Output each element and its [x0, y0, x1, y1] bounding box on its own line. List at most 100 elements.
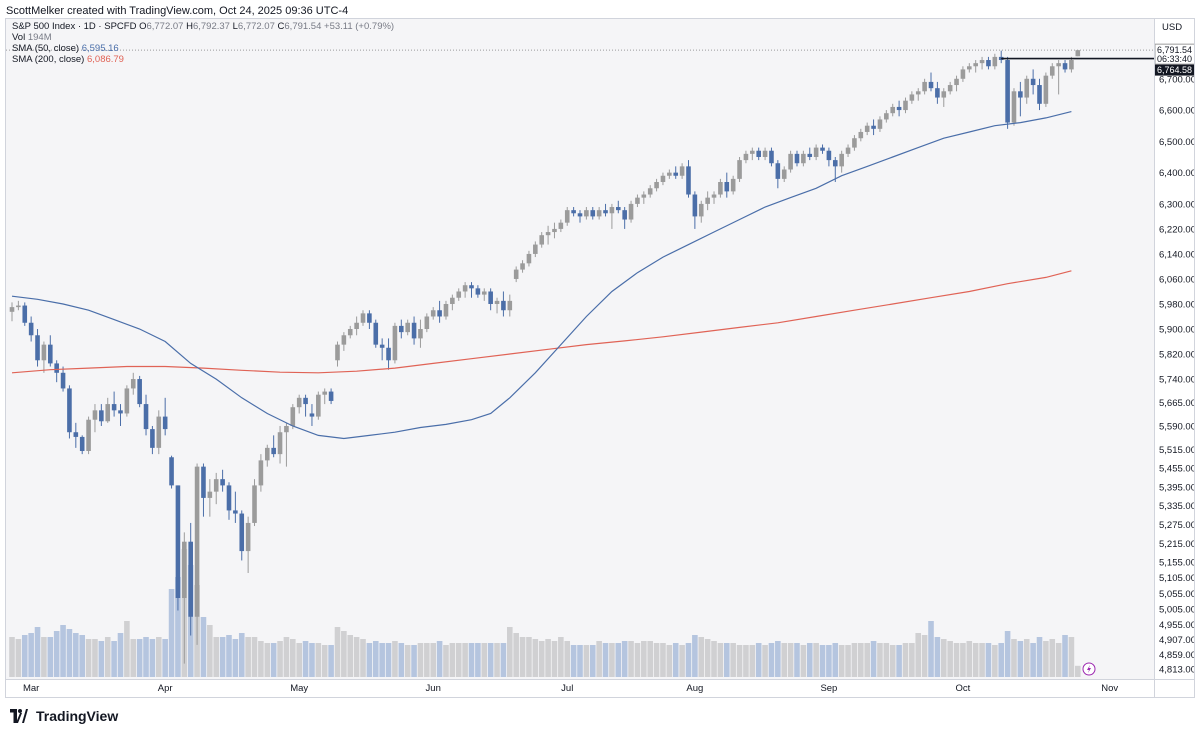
- volume-bar: [1004, 631, 1011, 677]
- candle-body: [1049, 66, 1055, 76]
- volume-bar: [723, 643, 730, 677]
- volume-bar: [15, 639, 22, 677]
- chart-caption: ScottMelker created with TradingView.com…: [6, 5, 349, 17]
- candle-body: [239, 513, 245, 552]
- price-tick-label: 6,400.00: [1159, 168, 1194, 179]
- volume-bar: [309, 643, 315, 677]
- legend-volume-value: 194M: [27, 32, 52, 43]
- volume-bar: [162, 639, 168, 677]
- volume-bar: [940, 639, 947, 677]
- price-tick-label: 6,500.00: [1159, 137, 1194, 148]
- volume-bar: [1043, 641, 1049, 677]
- lightning-icon[interactable]: [1082, 662, 1096, 676]
- last-price-badge-value: 6,791.54: [1157, 45, 1192, 55]
- legend-sma50-row[interactable]: SMA (50, close) 6,595.16: [12, 43, 394, 54]
- candle-body: [673, 172, 679, 176]
- price-tick-label: 5,055.00: [1159, 589, 1194, 600]
- level-price-badge: [1155, 64, 1194, 76]
- volume-bar: [372, 641, 379, 677]
- volume-bar: [628, 641, 634, 677]
- chart-container[interactable]: 6,700.00 6,600.00 6,500.00 6,400.00 6,300.00…: [5, 18, 1195, 698]
- volume-bar: [558, 637, 564, 677]
- volume-bar: [398, 643, 405, 677]
- price-tick-label: 5,665.00: [1159, 398, 1194, 409]
- candle-body: [347, 329, 353, 336]
- legend-sma200-row[interactable]: SMA (200, close) 6,086.79: [12, 54, 394, 65]
- volume-bar: [47, 637, 54, 677]
- volume-bar: [838, 645, 845, 677]
- price-tick-label: 6,220.00: [1159, 224, 1194, 235]
- volume-bar: [692, 635, 698, 677]
- candle-body: [520, 263, 525, 270]
- candle-body: [220, 479, 225, 486]
- price-chart[interactable]: 6,700.00 6,600.00 6,500.00 6,400.00 6,300.00…: [6, 19, 1194, 697]
- volume-bar: [347, 635, 354, 677]
- volume-bar: [149, 639, 156, 677]
- candle-body: [820, 147, 825, 151]
- candle-body: [16, 305, 21, 308]
- tradingview-brand[interactable]: TradingView: [8, 708, 118, 724]
- time-tick-label: Aug: [686, 683, 703, 694]
- volume-bar: [615, 643, 622, 677]
- volume-bar: [711, 641, 717, 677]
- legend-symbol[interactable]: S&P 500 Index · 1D · SPCFD: [12, 21, 137, 32]
- volume-bar: [111, 641, 117, 677]
- candle-body: [692, 194, 698, 217]
- price-tick-label: 5,395.00: [1159, 482, 1194, 493]
- volume-bar: [1011, 639, 1017, 677]
- candle-body: [718, 182, 723, 195]
- candle-body: [954, 78, 959, 86]
- volume-bar: [870, 641, 877, 677]
- candle-body: [1024, 78, 1030, 98]
- volume-bar: [213, 637, 220, 677]
- candle-body: [928, 81, 934, 89]
- candle-body: [130, 379, 136, 389]
- volume-bar: [526, 637, 532, 677]
- volume-bar: [819, 645, 826, 677]
- candle-body: [973, 63, 978, 67]
- candle-body: [986, 60, 991, 67]
- volume-bar: [296, 643, 302, 677]
- legend-sma200-label: SMA (200, close): [12, 54, 85, 65]
- candle-body: [392, 325, 398, 361]
- volume-bar: [749, 645, 756, 677]
- candle-body: [1018, 91, 1023, 98]
- time-tick-label: Jun: [426, 683, 441, 694]
- candle-body: [386, 347, 391, 361]
- volume-bar: [928, 621, 934, 677]
- volume-bar: [889, 645, 896, 677]
- candle-body: [341, 335, 347, 345]
- volume-bar: [424, 643, 430, 677]
- candle-body: [1056, 63, 1061, 67]
- volume-bar: [768, 643, 775, 677]
- candle-body: [118, 410, 123, 414]
- candle-body: [405, 322, 410, 333]
- candle-body: [47, 344, 53, 364]
- volume-bar: [743, 645, 749, 677]
- price-tick-label: 4,813.00: [1159, 665, 1194, 676]
- volume-bar: [283, 637, 290, 677]
- legend-volume-row[interactable]: Vol 194M: [12, 32, 394, 43]
- volume-bar: [449, 643, 456, 677]
- volume-bar: [251, 637, 258, 677]
- volume-bar: [462, 643, 468, 677]
- candle-body: [143, 404, 149, 430]
- volume-bar: [551, 641, 558, 677]
- candle-body: [686, 166, 691, 195]
- volume-bar: [481, 643, 488, 677]
- volume-bar: [979, 643, 985, 677]
- price-tick-label: 5,820.00: [1159, 350, 1194, 361]
- legend-change: +53.11 (+0.79%): [324, 21, 395, 32]
- candle-body: [1011, 91, 1017, 123]
- lightning-icon-bolt: [1087, 665, 1091, 673]
- countdown-label: 06:33:40: [1157, 54, 1192, 64]
- candle-body: [839, 153, 844, 167]
- volume-bar: [589, 645, 596, 677]
- volume-bar: [366, 643, 373, 677]
- price-tick-label: 5,105.00: [1159, 573, 1194, 584]
- price-tick-label: 6,700.00: [1159, 74, 1194, 85]
- volume-bar: [53, 631, 60, 677]
- time-tick-label: Apr: [158, 683, 173, 694]
- volume-bar: [545, 639, 551, 677]
- currency-label[interactable]: USD: [1162, 22, 1183, 33]
